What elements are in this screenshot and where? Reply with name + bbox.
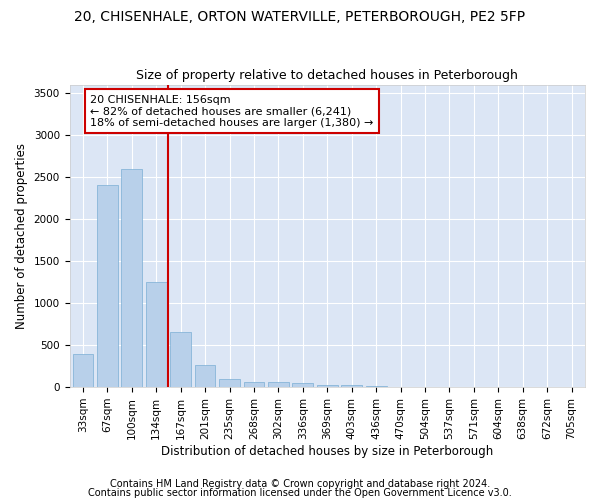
Text: Contains HM Land Registry data © Crown copyright and database right 2024.: Contains HM Land Registry data © Crown c… [110, 479, 490, 489]
Bar [97, 186, 118, 387]
Bar [317, 384, 338, 387]
Bar [121, 168, 142, 387]
X-axis label: Distribution of detached houses by size in Peterborough: Distribution of detached houses by size … [161, 444, 493, 458]
Bar [292, 384, 313, 387]
Bar [170, 332, 191, 387]
Text: 20 CHISENHALE: 156sqm
← 82% of detached houses are smaller (6,241)
18% of semi-d: 20 CHISENHALE: 156sqm ← 82% of detached … [90, 94, 374, 128]
Bar [366, 386, 386, 387]
Bar [268, 382, 289, 387]
Title: Size of property relative to detached houses in Peterborough: Size of property relative to detached ho… [136, 69, 518, 82]
Y-axis label: Number of detached properties: Number of detached properties [15, 143, 28, 329]
Bar [146, 282, 167, 387]
Bar [244, 382, 265, 387]
Bar [341, 386, 362, 387]
Bar [73, 354, 94, 387]
Text: Contains public sector information licensed under the Open Government Licence v3: Contains public sector information licen… [88, 488, 512, 498]
Bar [219, 378, 240, 387]
Bar [195, 365, 215, 387]
Text: 20, CHISENHALE, ORTON WATERVILLE, PETERBOROUGH, PE2 5FP: 20, CHISENHALE, ORTON WATERVILLE, PETERB… [74, 10, 526, 24]
